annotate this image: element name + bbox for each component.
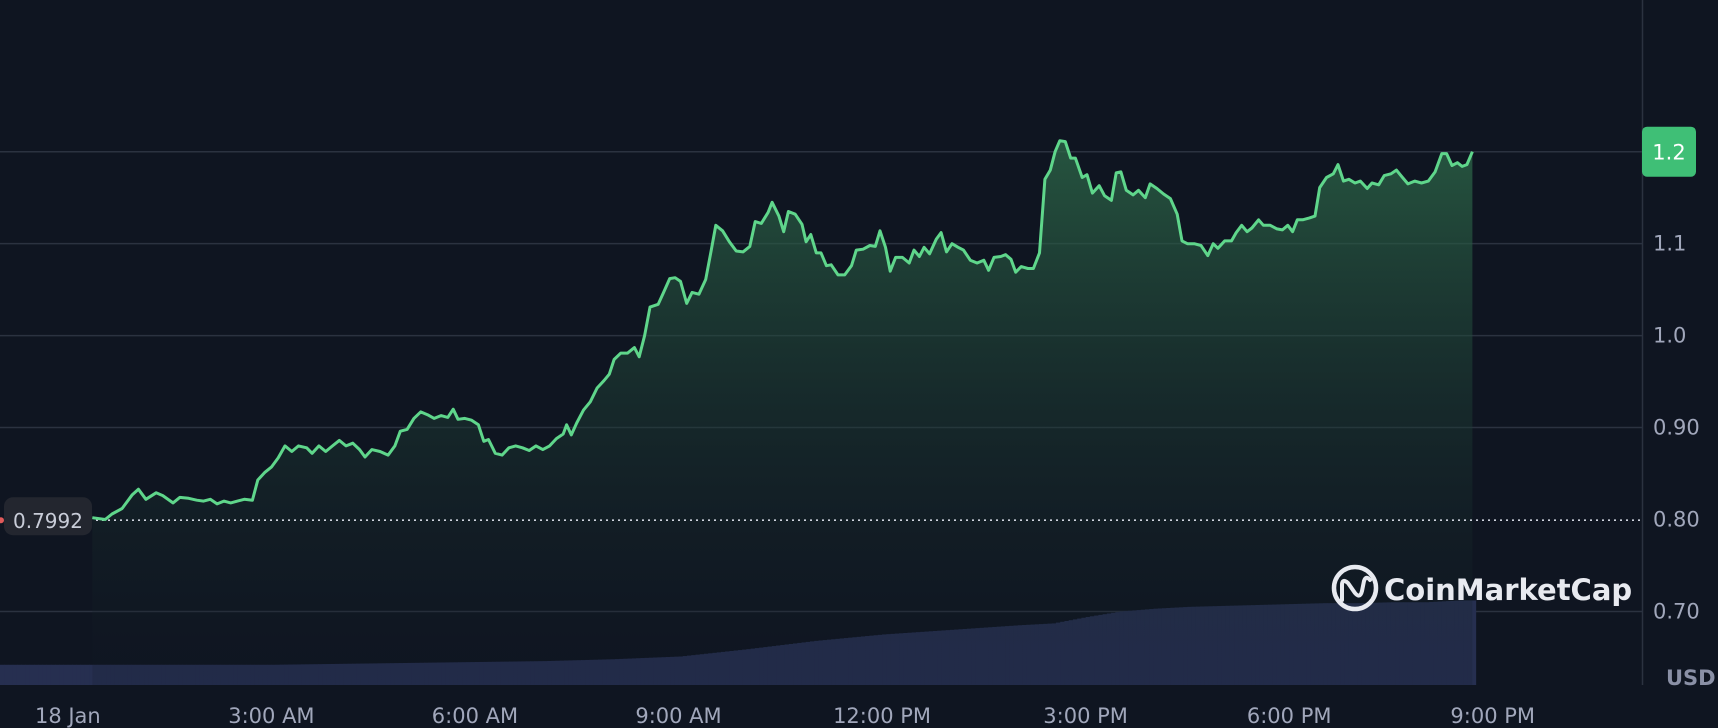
open-price-marker: [0, 517, 4, 524]
volume-bar: [8, 664, 14, 685]
y-tick-label: 0.90: [1653, 416, 1700, 440]
volume-bar: [67, 664, 73, 685]
volume-bar: [89, 664, 94, 685]
volume-bar: [63, 664, 69, 685]
current-price-value: 1.2: [1652, 141, 1685, 165]
volume-bar: [4, 664, 9, 685]
x-tick-label: 3:00 PM: [1043, 704, 1128, 728]
volume-bar: [1471, 600, 1477, 685]
y-tick-label: 0.80: [1653, 507, 1700, 531]
volume-bar: [0, 664, 5, 685]
y-tick-label: 0.70: [1653, 599, 1700, 623]
x-tick-label: 18 Jan: [35, 704, 101, 728]
volume-bar: [33, 664, 39, 685]
current-price-badge-bg: [1642, 126, 1696, 177]
volume-bar: [59, 664, 65, 685]
open-price-badge: 0.7992: [0, 497, 92, 536]
watermark-text: CoinMarketCap: [1384, 573, 1632, 607]
price-area-fill: [92, 140, 1473, 685]
open-price-badge-bg: [4, 497, 92, 536]
coinmarketcap-watermark: CoinMarketCap: [1331, 564, 1632, 612]
price-line: [92, 139, 1474, 521]
volume-bar: [29, 664, 35, 685]
x-tick-label: 3:00 AM: [228, 704, 314, 728]
volume-bar: [55, 664, 60, 685]
currency-label: USD: [1666, 666, 1716, 690]
volume-bar: [42, 664, 48, 685]
volume-bar: [12, 664, 18, 685]
volume-bar: [72, 664, 77, 685]
y-tick-label: 1.0: [1653, 324, 1686, 348]
x-tick-label: 6:00 PM: [1247, 704, 1332, 728]
x-axis-ticks: 18 Jan 3:00 AM 6:00 AM 9:00 AM 12:00 PM 3:00 …: [35, 704, 1535, 728]
volume-bar: [16, 664, 22, 685]
volume-bar: [46, 664, 52, 685]
volume-bar: [50, 664, 56, 685]
volume-bar: [80, 664, 86, 685]
x-tick-label: 9:00 PM: [1450, 704, 1535, 728]
x-tick-label: 6:00 AM: [432, 704, 518, 728]
open-price-value: 0.7992: [13, 509, 83, 533]
y-axis-ticks: 0.70 0.80 0.90 1.0 1.1: [1653, 232, 1700, 624]
coinmarketcap-logo-icon: [1331, 564, 1379, 612]
y-tick-label: 1.1: [1653, 232, 1686, 256]
volume-bar: [76, 664, 81, 685]
x-tick-label: 9:00 AM: [635, 704, 721, 728]
current-price-badge: 1.2: [1642, 126, 1696, 177]
volume-bar: [84, 664, 90, 685]
volume-bar: [38, 664, 43, 685]
volume-bar: [21, 664, 26, 685]
x-tick-label: 12:00 PM: [833, 704, 931, 728]
volume-bar: [25, 664, 31, 685]
